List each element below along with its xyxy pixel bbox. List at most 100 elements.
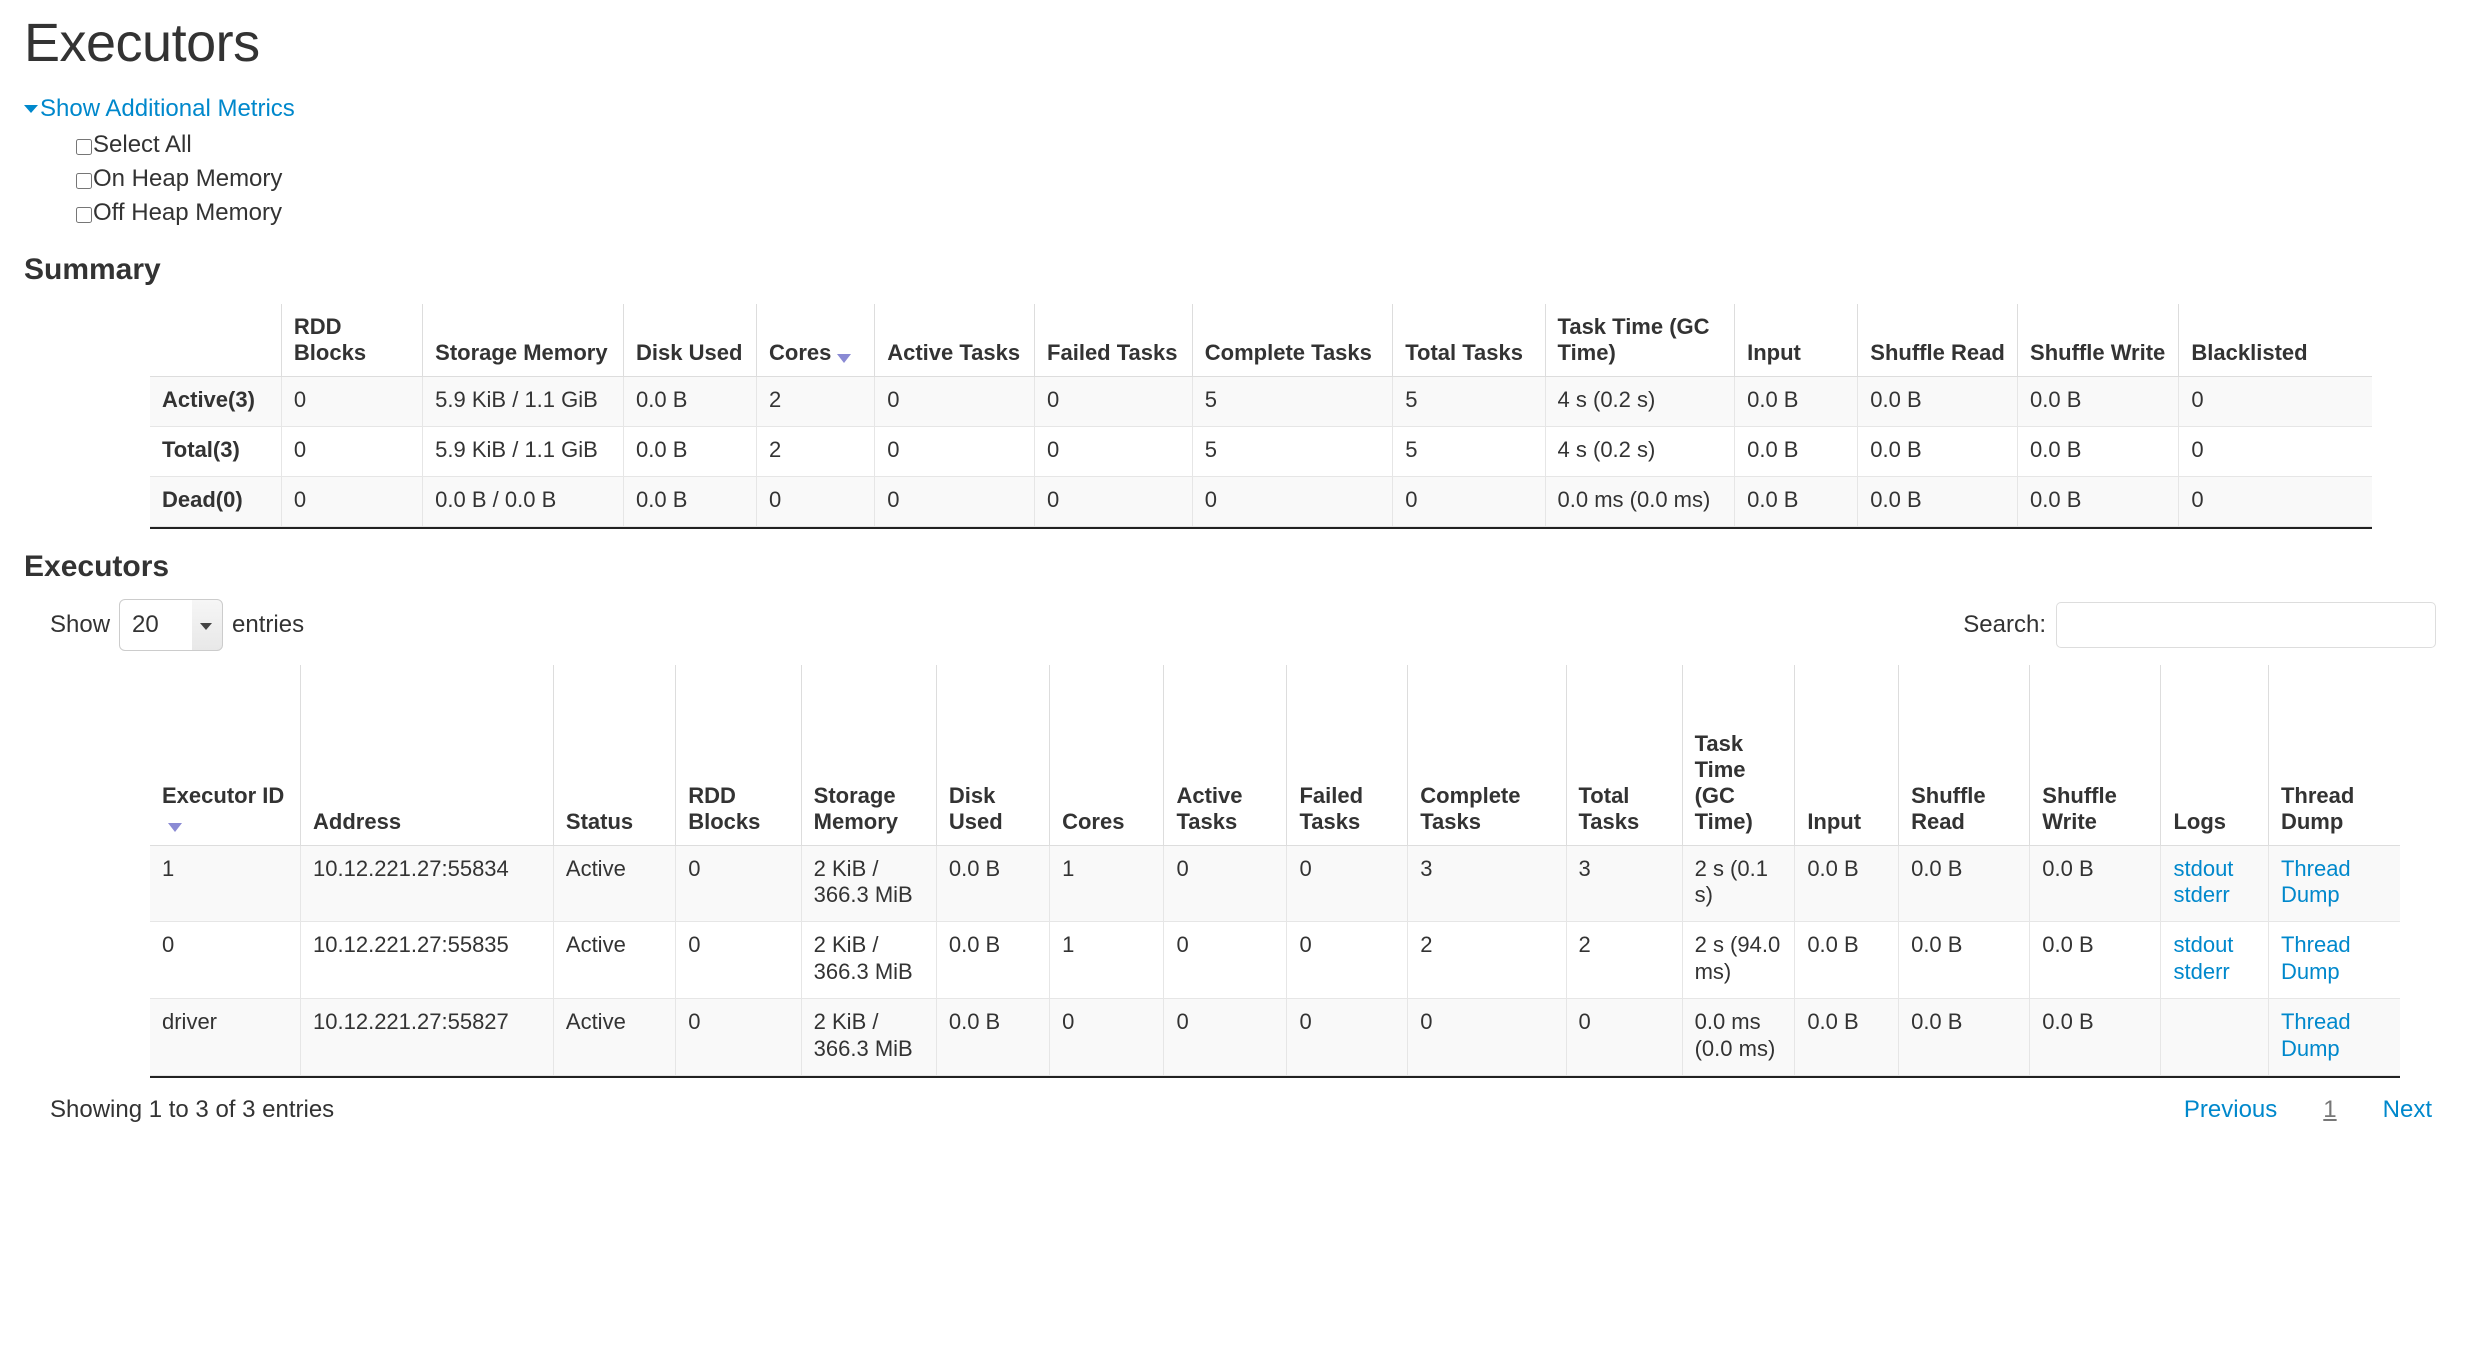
sort-desc-icon xyxy=(837,354,852,364)
on-heap-memory-checkbox[interactable] xyxy=(76,173,92,190)
stdout-link[interactable]: stdout xyxy=(2173,932,2234,958)
search-filter: Search: xyxy=(1963,601,2436,648)
cell-task-time: 2 s (0.1 s) xyxy=(1681,845,1796,923)
summary-col-active-tasks[interactable]: Active Tasks xyxy=(874,304,1036,378)
cell-thread-dump: Thread Dump xyxy=(2267,845,2400,923)
show-label: Show xyxy=(50,610,111,638)
executors-title: Executors xyxy=(24,549,170,583)
metric-option-on-heap-memory[interactable]: On Heap Memory xyxy=(76,162,2442,196)
metric-option-label: Select All xyxy=(93,131,192,159)
thread-dump-link[interactable]: Thread Dump xyxy=(2280,932,2351,985)
cell-shuffle-write: 0.0 B xyxy=(2029,921,2162,999)
summary-col-complete-tasks[interactable]: Complete Tasks xyxy=(1191,304,1394,378)
entries-select-wrap: 20 xyxy=(119,598,224,651)
summary-cell-input: 0.0 B xyxy=(1734,476,1859,527)
cell-status: Active xyxy=(552,921,677,999)
cell-task-time: 0.0 ms (0.0 ms) xyxy=(1681,998,1796,1076)
col-shuffle-read[interactable]: Shuffle Read xyxy=(1898,664,2031,846)
col-shuffle-write[interactable]: Shuffle Write xyxy=(2029,664,2162,846)
previous-page-button[interactable]: Previous xyxy=(2183,1095,2278,1123)
summary-cell-disk-used: 0.0 B xyxy=(622,426,758,477)
metric-option-label: Off Heap Memory xyxy=(93,199,282,227)
page-number-1[interactable]: 1 xyxy=(2323,1095,2337,1123)
summary-cell-rdd-blocks: 0 xyxy=(280,476,424,527)
cell-complete-tasks: 2 xyxy=(1407,921,1567,999)
summary-col-failed-tasks[interactable]: Failed Tasks xyxy=(1034,304,1193,378)
metric-option-off-heap-memory[interactable]: Off Heap Memory xyxy=(76,196,2442,230)
col-rdd-blocks[interactable]: RDD Blocks xyxy=(675,664,802,846)
summary-col-shuffle-read[interactable]: Shuffle Read xyxy=(1857,304,2019,378)
summary-col-blank xyxy=(150,304,282,378)
col-disk-used[interactable]: Disk Used xyxy=(935,664,1051,846)
off-heap-memory-checkbox[interactable] xyxy=(76,207,92,224)
select-all-checkbox[interactable] xyxy=(76,139,92,156)
stderr-link[interactable]: stderr xyxy=(2173,959,2230,985)
col-logs[interactable]: Logs xyxy=(2160,664,2269,846)
cell-input: 0.0 B xyxy=(1794,998,1900,1076)
summary-table-body: Active(3) 0 5.9 KiB / 1.1 GiB 0.0 B 2 0 … xyxy=(150,376,2372,527)
summary-cell-active-tasks: 0 xyxy=(874,376,1036,427)
cell-logs: stdout stderr xyxy=(2160,845,2269,923)
summary-row-label: Active(3) xyxy=(150,376,282,427)
summary-table-bottom-rule xyxy=(150,526,2372,529)
show-additional-metrics-toggle[interactable]: Show Additional Metrics xyxy=(24,95,295,124)
col-cores[interactable]: Cores xyxy=(1049,664,1165,846)
stderr-link[interactable]: stderr xyxy=(2173,882,2230,908)
summary-table-head: RDD Blocks Storage Memory Disk Used Core… xyxy=(150,304,2372,378)
cell-status: Active xyxy=(552,998,677,1076)
cell-cores: 0 xyxy=(1049,998,1165,1076)
summary-cell-blacklisted: 0 xyxy=(2178,426,2372,477)
entries-select[interactable]: 20 xyxy=(119,598,224,651)
col-total-tasks[interactable]: Total Tasks xyxy=(1565,664,1683,846)
cell-storage-memory: 2 KiB / 366.3 MiB xyxy=(800,845,937,923)
thread-dump-link[interactable]: Thread Dump xyxy=(2280,855,2351,908)
summary-cell-storage-memory: 5.9 KiB / 1.1 GiB xyxy=(422,376,624,427)
stdout-link[interactable]: stdout xyxy=(2173,855,2234,881)
executors-table: Executor ID Address Status RDD Blocks St… xyxy=(150,664,2400,1076)
summary-col-disk-used[interactable]: Disk Used xyxy=(622,304,758,378)
summary-col-task-time[interactable]: Task Time (GC Time) xyxy=(1544,304,1736,378)
col-complete-tasks[interactable]: Complete Tasks xyxy=(1407,664,1567,846)
summary-cell-shuffle-read: 0.0 B xyxy=(1857,426,2019,477)
col-storage-memory[interactable]: Storage Memory xyxy=(800,664,937,846)
summary-col-input[interactable]: Input xyxy=(1734,304,1859,378)
col-executor-id[interactable]: Executor ID xyxy=(150,664,302,846)
cell-total-tasks: 2 xyxy=(1565,921,1683,999)
summary-cell-total-tasks: 0 xyxy=(1392,476,1546,527)
col-thread-dump[interactable]: Thread Dump xyxy=(2267,664,2400,846)
entries-label: entries xyxy=(232,610,305,638)
col-status[interactable]: Status xyxy=(552,664,677,846)
summary-col-cores[interactable]: Cores xyxy=(756,304,876,378)
summary-cell-storage-memory: 0.0 B / 0.0 B xyxy=(422,476,624,527)
summary-col-shuffle-write[interactable]: Shuffle Write xyxy=(2017,304,2180,378)
executors-table-bottom-rule xyxy=(150,1075,2400,1078)
summary-col-rdd-blocks[interactable]: RDD Blocks xyxy=(280,304,424,378)
col-active-tasks[interactable]: Active Tasks xyxy=(1163,664,1288,846)
summary-col-storage-memory[interactable]: Storage Memory xyxy=(422,304,624,378)
col-input[interactable]: Input xyxy=(1794,664,1900,846)
page-title: Executors xyxy=(24,13,260,73)
metric-option-select-all[interactable]: Select All xyxy=(76,128,2442,162)
cell-executor-id: driver xyxy=(150,998,302,1076)
cell-cores: 1 xyxy=(1049,845,1165,923)
col-failed-tasks[interactable]: Failed Tasks xyxy=(1286,664,1409,846)
summary-cell-disk-used: 0.0 B xyxy=(622,376,758,427)
next-page-button[interactable]: Next xyxy=(2382,1095,2432,1123)
search-input[interactable] xyxy=(2056,601,2436,648)
col-address[interactable]: Address xyxy=(300,664,554,846)
summary-cell-task-time: 0.0 ms (0.0 ms) xyxy=(1544,476,1736,527)
cell-failed-tasks: 0 xyxy=(1286,998,1409,1076)
summary-table: RDD Blocks Storage Memory Disk Used Core… xyxy=(150,304,2372,527)
col-task-time[interactable]: Task Time (GC Time) xyxy=(1681,664,1796,846)
summary-col-blacklisted[interactable]: Blacklisted xyxy=(2178,304,2372,378)
summary-col-cores-label: Cores xyxy=(769,340,832,366)
thread-dump-link[interactable]: Thread Dump xyxy=(2280,1008,2351,1061)
search-label: Search: xyxy=(1963,610,2046,638)
summary-cell-storage-memory: 5.9 KiB / 1.1 GiB xyxy=(422,426,624,477)
summary-col-total-tasks[interactable]: Total Tasks xyxy=(1392,304,1546,378)
col-executor-id-label: Executor ID xyxy=(162,782,285,808)
executors-table-footer: Showing 1 to 3 of 3 entries Previous 1 N… xyxy=(24,1096,2442,1124)
cell-shuffle-read: 0.0 B xyxy=(1898,998,2031,1076)
cell-executor-id: 1 xyxy=(150,845,302,923)
cell-input: 0.0 B xyxy=(1794,845,1900,923)
